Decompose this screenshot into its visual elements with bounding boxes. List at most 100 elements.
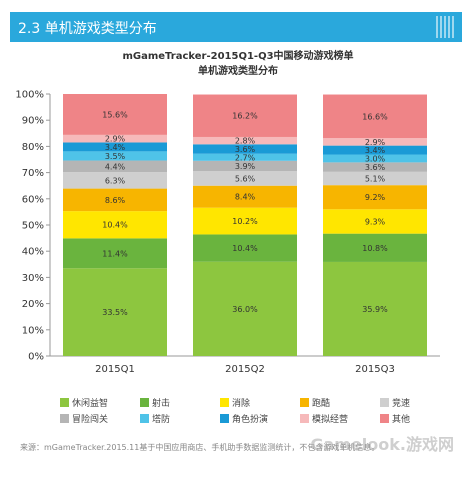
- legend-item: 角色扮演: [220, 412, 268, 425]
- legend-label: 消除: [232, 399, 251, 409]
- bar-segment: [63, 268, 167, 356]
- y-tick-label: 40%: [22, 247, 44, 258]
- legend-label: 冒险闯关: [72, 415, 109, 425]
- bar-segment: [63, 188, 167, 212]
- y-tick-label: 70%: [22, 168, 44, 179]
- legend-label: 休闲益智: [72, 399, 109, 409]
- bar-segment: [193, 153, 297, 161]
- data-label: 2.7%: [235, 153, 256, 162]
- y-tick-label: 50%: [22, 221, 44, 232]
- bar-segment: [63, 134, 167, 143]
- data-label: 9.2%: [365, 193, 386, 202]
- y-tick-label: 100%: [15, 90, 44, 101]
- data-label: 5.1%: [365, 174, 386, 183]
- data-label: 10.2%: [232, 217, 258, 226]
- bar-segment: [323, 185, 427, 210]
- legend-label: 角色扮演: [232, 415, 269, 425]
- data-label: 10.8%: [362, 244, 388, 253]
- bar-segment: [323, 171, 427, 186]
- data-label: 3.6%: [365, 163, 386, 172]
- data-label: 8.6%: [105, 196, 126, 205]
- data-label: 3.6%: [235, 145, 256, 154]
- data-label: 10.4%: [102, 221, 128, 230]
- bar-segment: [323, 233, 427, 262]
- legend-item: 模拟经营: [300, 412, 348, 425]
- bar-segment: [193, 94, 297, 137]
- legend-item: 跑酷: [300, 396, 330, 409]
- y-tick-label: 0%: [28, 352, 44, 363]
- data-label: 11.4%: [102, 249, 128, 258]
- legend-item: 消除: [220, 396, 250, 409]
- legend-swatch: [220, 398, 229, 407]
- legend-label: 跑酷: [312, 399, 331, 409]
- data-label: 4.4%: [105, 162, 126, 171]
- data-label: 3.0%: [365, 154, 386, 163]
- data-label: 16.2%: [232, 112, 258, 121]
- legend-swatch: [300, 414, 309, 423]
- legend-label: 塔防: [152, 415, 171, 425]
- bar-segment: [63, 172, 167, 189]
- y-tick-label: 20%: [22, 299, 44, 310]
- bar-segment: [193, 234, 297, 262]
- data-label: 8.4%: [235, 193, 256, 202]
- legend-item: 射击: [140, 396, 170, 409]
- bar-segment: [63, 142, 167, 152]
- watermark-text: Gamelook.游戏网: [310, 435, 454, 454]
- data-label: 6.3%: [105, 176, 126, 185]
- data-label: 3.9%: [235, 162, 256, 171]
- bar-segment: [323, 154, 427, 163]
- data-label: 15.6%: [102, 110, 128, 119]
- legend-swatch: [140, 398, 149, 407]
- data-label: 5.6%: [235, 174, 256, 183]
- y-tick-label: 10%: [22, 325, 44, 336]
- stacked-bar-chart: 0% 10% 20% 30% 40% 50% 60% 70% 80% 90% 100% 33.5% 11…: [15, 90, 440, 375]
- x-tick-label: 2015Q1: [95, 364, 135, 375]
- legend-item: 冒险闯关: [60, 412, 108, 425]
- legend-swatch: [300, 398, 309, 407]
- legend-swatch: [60, 414, 69, 423]
- bar-segment: [63, 160, 167, 173]
- bar-segment: [323, 261, 427, 356]
- y-tick-label: 90%: [22, 116, 44, 127]
- bar-segment: [193, 144, 297, 154]
- data-label: 2.8%: [235, 137, 256, 146]
- bar-segment: [193, 185, 297, 208]
- data-label: 3.5%: [105, 152, 126, 161]
- bar-segment: [193, 136, 297, 145]
- legend-label: 竞速: [392, 399, 411, 409]
- legend-item: 其他: [380, 412, 410, 425]
- legend-label: 其他: [392, 415, 411, 425]
- data-label: 16.6%: [362, 112, 388, 121]
- legend-swatch: [140, 414, 149, 423]
- data-label: 9.3%: [365, 217, 386, 226]
- legend-item: 竞速: [380, 396, 410, 409]
- data-label: 3.4%: [105, 143, 126, 152]
- data-label: 10.4%: [232, 244, 258, 253]
- legend-label: 模拟经营: [312, 415, 349, 425]
- legend-item: 休闲益智: [60, 396, 108, 409]
- bar-segment: [323, 209, 427, 234]
- data-label: 35.9%: [362, 305, 388, 314]
- bar-segment: [193, 171, 297, 186]
- bar-segment: [63, 211, 167, 239]
- bar-segment: [193, 207, 297, 235]
- bar-segment: [323, 138, 427, 146]
- bar-segment: [193, 160, 297, 172]
- legend-swatch: [380, 398, 389, 407]
- bar-segment: [323, 94, 427, 139]
- bar-segment: [63, 94, 167, 135]
- chart-subtitle: 单机游戏类型分布: [198, 66, 278, 77]
- bar-segment: [63, 151, 167, 161]
- data-label: 3.4%: [365, 146, 386, 155]
- source-footnote: 来源：mGameTracker.2015.11基于中国应用商店、手机助手数据监测…: [20, 443, 380, 452]
- data-label: 36.0%: [232, 305, 258, 314]
- legend-label: 射击: [152, 399, 171, 409]
- chart-title: mGameTracker-2015Q1-Q3中国移动游戏榜单: [122, 51, 354, 62]
- bar-segment: [323, 145, 427, 155]
- data-label: 2.9%: [105, 135, 126, 144]
- x-tick-label: 2015Q3: [355, 364, 395, 375]
- legend-swatch: [380, 414, 389, 423]
- bar-segment: [63, 238, 167, 269]
- bar-segment: [323, 162, 427, 172]
- y-tick-label: 60%: [22, 194, 44, 205]
